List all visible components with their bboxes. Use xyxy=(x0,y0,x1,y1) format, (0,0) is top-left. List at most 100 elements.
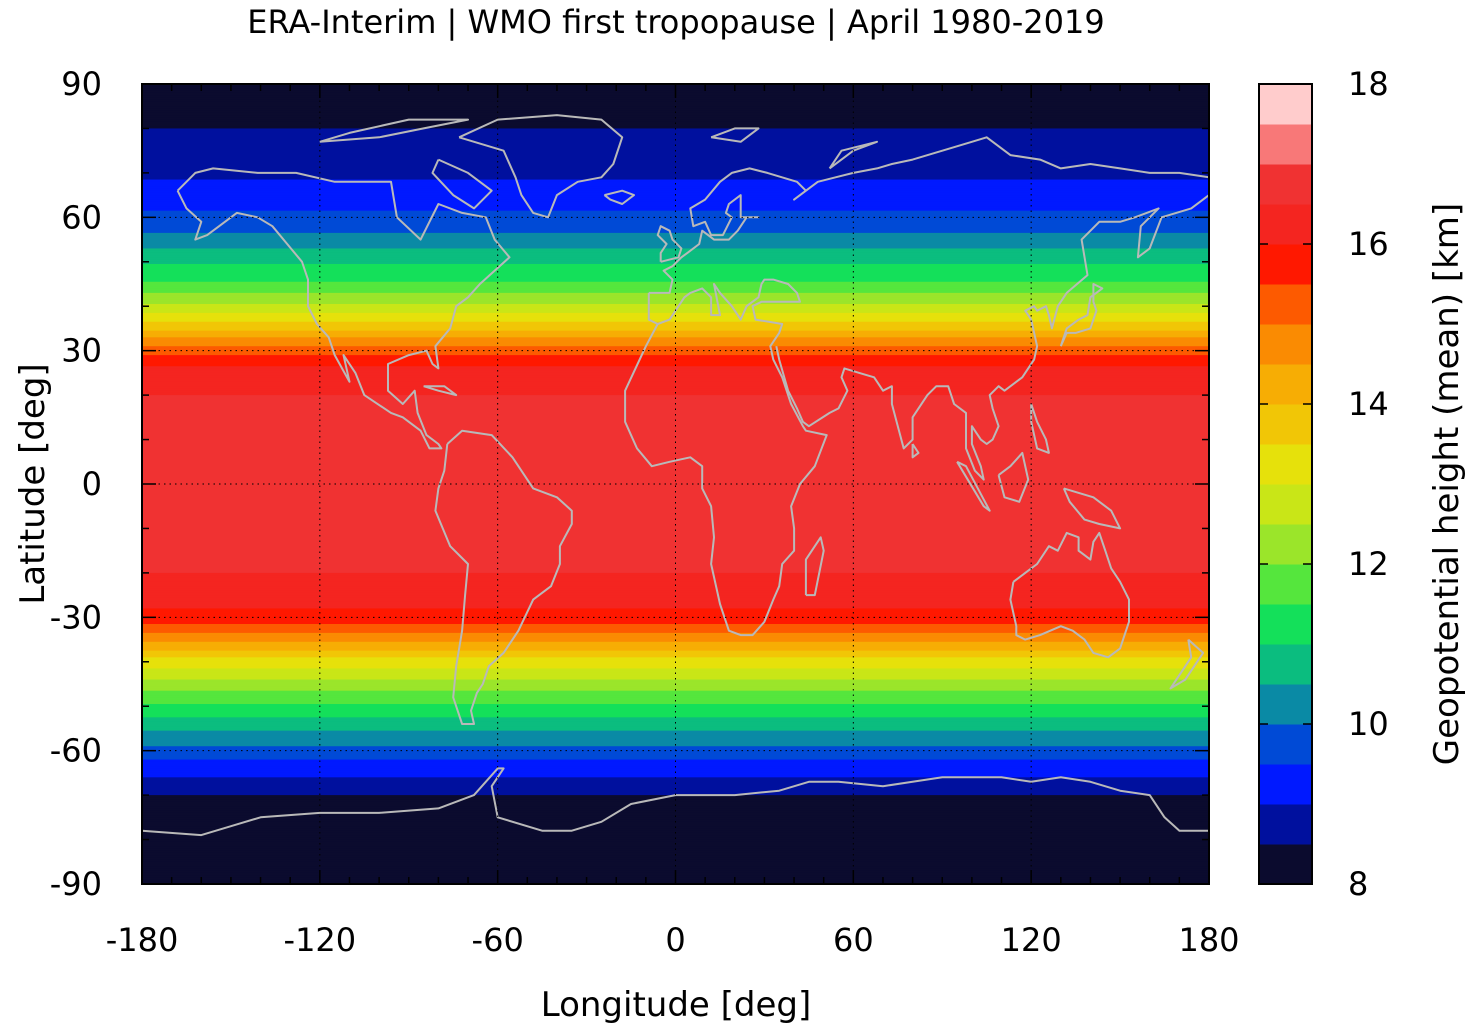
colorbar-segment xyxy=(1259,244,1312,285)
y-tick-label: -30 xyxy=(50,598,102,636)
x-tick-label: 180 xyxy=(1178,921,1239,959)
height-band xyxy=(142,537,1209,541)
height-band xyxy=(142,477,1209,481)
height-band xyxy=(142,221,1209,225)
height-band xyxy=(142,588,1209,592)
height-band xyxy=(142,646,1209,650)
height-band xyxy=(142,861,1209,865)
height-band xyxy=(142,135,1209,138)
height-band xyxy=(142,461,1209,465)
height-band xyxy=(142,604,1209,607)
height-band xyxy=(142,559,1209,563)
height-band xyxy=(142,348,1209,352)
height-band xyxy=(142,370,1209,374)
height-band xyxy=(142,641,1209,645)
height-band xyxy=(142,675,1209,678)
height-band xyxy=(142,532,1209,536)
height-band xyxy=(142,661,1209,665)
y-axis-label: Latitude [deg] xyxy=(13,363,53,604)
height-band xyxy=(142,128,1209,132)
height-band xyxy=(142,186,1209,190)
height-band xyxy=(142,264,1209,267)
height-band xyxy=(142,244,1209,247)
axis-ticks xyxy=(141,83,1210,885)
height-band xyxy=(142,679,1209,683)
coast-arctic-islands xyxy=(319,118,469,143)
height-band xyxy=(142,301,1209,305)
height-band xyxy=(142,672,1209,676)
colorbar-segment xyxy=(1259,444,1312,485)
height-band xyxy=(142,615,1209,618)
height-band xyxy=(142,486,1209,490)
colorbar-segment xyxy=(1259,524,1312,565)
height-band xyxy=(142,481,1209,485)
height-band xyxy=(142,139,1209,143)
height-band xyxy=(142,701,1209,705)
height-band xyxy=(142,235,1209,238)
height-band xyxy=(142,452,1209,456)
height-band xyxy=(142,581,1209,585)
height-band xyxy=(142,510,1209,514)
height-band xyxy=(142,290,1209,294)
height-band xyxy=(142,404,1209,407)
colorbar-segment xyxy=(1259,804,1312,845)
height-band xyxy=(142,466,1209,470)
height-band xyxy=(142,817,1209,821)
height-band xyxy=(142,224,1209,227)
height-band xyxy=(142,112,1209,116)
grid-lines xyxy=(142,84,1209,884)
height-band xyxy=(142,704,1209,707)
height-band xyxy=(142,730,1209,734)
height-band xyxy=(142,441,1209,445)
height-band xyxy=(142,670,1209,674)
colorbar-tick-label: 8 xyxy=(1348,865,1368,903)
height-band xyxy=(142,519,1209,523)
height-band xyxy=(142,201,1209,205)
height-band xyxy=(142,648,1209,652)
height-band xyxy=(142,810,1209,814)
height-band xyxy=(142,624,1209,627)
height-band xyxy=(142,164,1209,167)
height-band xyxy=(142,448,1209,452)
height-band xyxy=(142,657,1209,661)
height-band xyxy=(142,819,1209,823)
coast-south-america xyxy=(434,429,573,725)
coast-japan xyxy=(1059,283,1104,347)
coast-borneo xyxy=(997,451,1030,503)
height-band xyxy=(142,366,1209,370)
height-band xyxy=(142,172,1209,176)
height-band xyxy=(142,637,1209,641)
x-tick-label: 120 xyxy=(1001,921,1062,959)
height-band xyxy=(142,277,1209,281)
height-band xyxy=(142,626,1209,630)
height-band xyxy=(142,208,1209,212)
coast-north-america xyxy=(176,167,511,450)
height-band xyxy=(142,232,1209,236)
height-band xyxy=(142,592,1209,596)
colorbar-segments xyxy=(1259,84,1312,885)
height-band xyxy=(142,555,1209,558)
y-tick-label: 0 xyxy=(82,465,102,503)
height-band xyxy=(142,846,1209,850)
colorbar-segment xyxy=(1259,84,1312,125)
height-band xyxy=(142,470,1209,474)
coastlines xyxy=(141,114,1210,837)
colorbar-tick-label: 10 xyxy=(1348,705,1389,743)
coast-greenland xyxy=(458,114,624,219)
height-band xyxy=(142,786,1209,790)
height-band xyxy=(142,157,1209,161)
height-band xyxy=(142,728,1209,732)
height-band xyxy=(142,439,1209,443)
height-band xyxy=(142,450,1209,454)
height-band xyxy=(142,355,1209,358)
height-band xyxy=(142,601,1209,605)
height-band xyxy=(142,337,1209,341)
height-band xyxy=(142,228,1209,232)
height-band xyxy=(142,306,1209,310)
height-band xyxy=(142,124,1209,127)
height-band xyxy=(142,492,1209,496)
y-tick-label: 60 xyxy=(61,198,102,236)
height-band xyxy=(142,799,1209,803)
height-band xyxy=(142,857,1209,861)
height-band xyxy=(142,566,1209,570)
